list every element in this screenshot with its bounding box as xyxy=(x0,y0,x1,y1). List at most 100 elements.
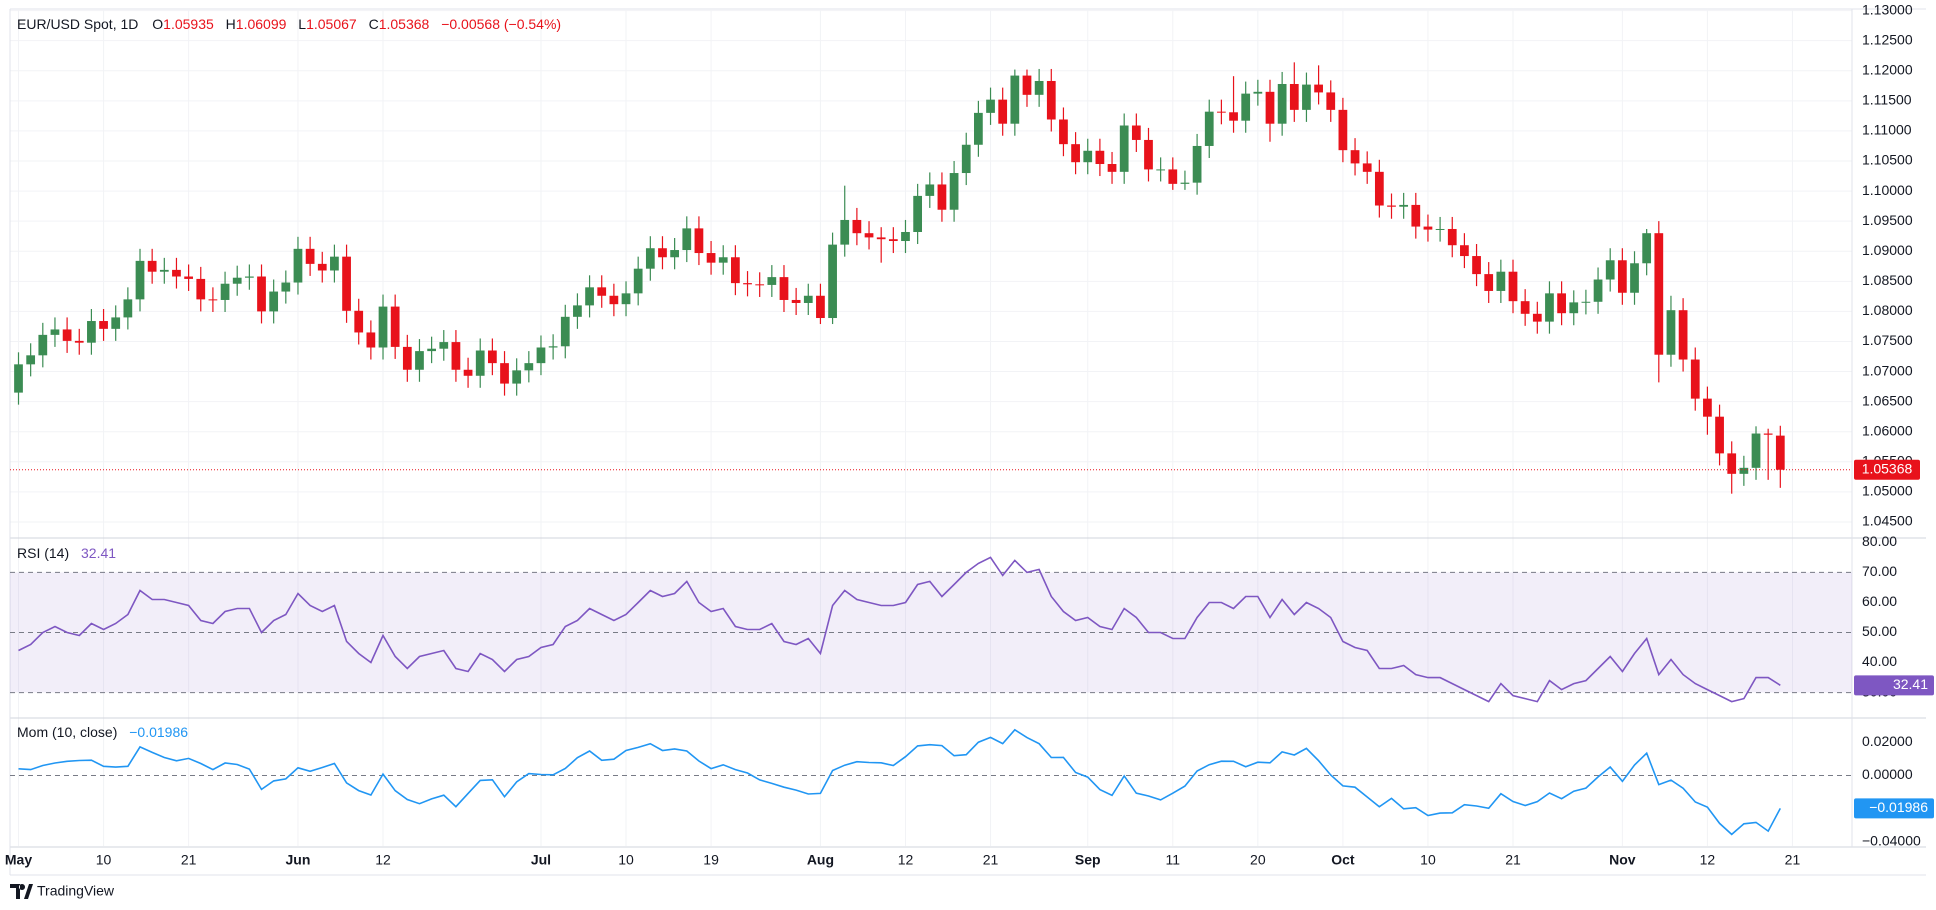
candle-body xyxy=(378,306,388,348)
candle-body xyxy=(876,237,886,240)
candle-body xyxy=(208,299,218,301)
candle-body xyxy=(1071,144,1080,163)
indicator-title: RSI (14) xyxy=(17,545,69,561)
candle-body xyxy=(548,346,558,348)
candle-body xyxy=(135,260,145,300)
candle-body xyxy=(1654,233,1664,355)
candle-body xyxy=(1387,205,1396,207)
x-tick-label: 21 xyxy=(1785,852,1801,868)
x-tick-label: 10 xyxy=(1420,852,1436,868)
candle-body xyxy=(1666,310,1676,355)
x-tick-label: 20 xyxy=(1250,852,1266,868)
y-tick-label: 1.08000 xyxy=(1862,302,1913,318)
y-tick-label: 1.06500 xyxy=(1862,392,1913,408)
candle-body xyxy=(998,99,1008,124)
ohlc-value: 1.05935 xyxy=(163,16,214,32)
candle-body xyxy=(658,248,667,258)
candle-body xyxy=(1253,91,1263,94)
candle-body xyxy=(1362,163,1372,172)
candle-body xyxy=(597,287,607,296)
y-tick-label: 1.11000 xyxy=(1862,122,1912,138)
candle-body xyxy=(123,299,133,318)
candle-body xyxy=(621,293,631,305)
x-tick-label: 12 xyxy=(898,852,914,868)
candle-body xyxy=(743,283,752,285)
candle-body xyxy=(1277,83,1287,124)
candle-body xyxy=(269,291,279,312)
indicator-value: −0.01986 xyxy=(129,724,188,740)
candle-body xyxy=(1302,84,1311,110)
candle-body xyxy=(1557,293,1566,314)
candle-body xyxy=(14,364,23,393)
indicator-line xyxy=(18,556,1781,703)
candle-body xyxy=(913,195,923,232)
candle-body xyxy=(852,219,862,234)
candle-body xyxy=(1690,359,1700,399)
ohlc-value: 1.06099 xyxy=(236,16,287,32)
candle-body xyxy=(1423,226,1433,230)
ohlc-value: 1.05368 xyxy=(379,16,430,32)
y-tick-label: −0.04000 xyxy=(1862,833,1921,849)
candle-body xyxy=(694,228,704,254)
candle-body xyxy=(293,248,303,283)
candle-body xyxy=(974,112,983,145)
candle-body xyxy=(1727,453,1737,474)
candle-body xyxy=(1059,119,1068,145)
candle-body xyxy=(244,276,254,278)
candle-body xyxy=(475,350,485,376)
candle-body xyxy=(1484,274,1494,291)
candle-body xyxy=(1350,150,1360,164)
watermark: TradingView xyxy=(10,883,115,899)
candle-body xyxy=(74,340,84,343)
last-price-label: 1.05368 xyxy=(1862,460,1913,476)
candle-body xyxy=(949,173,959,210)
candle-body xyxy=(1192,145,1202,183)
candle-body xyxy=(99,321,108,329)
candle-body xyxy=(487,350,497,364)
candle-body xyxy=(500,363,509,384)
candle-body xyxy=(1435,228,1445,230)
candle-body xyxy=(585,287,594,306)
candle-body xyxy=(1399,204,1409,207)
ohlc-label: L xyxy=(298,16,306,32)
x-tick-label: May xyxy=(5,852,32,868)
indicator-header: Mom (10, close) −0.01986 xyxy=(17,724,188,740)
y-tick-label: 1.10500 xyxy=(1862,152,1913,168)
candle-body xyxy=(755,284,765,286)
x-tick-label: Aug xyxy=(807,852,834,868)
candle-body xyxy=(1338,109,1348,151)
candle-body xyxy=(1046,80,1056,120)
x-tick-label: Sep xyxy=(1075,852,1101,868)
candle-body xyxy=(451,342,461,370)
candle-body xyxy=(816,295,825,319)
y-tick-label: 1.07500 xyxy=(1862,332,1913,348)
candle-body xyxy=(1751,433,1761,468)
candle-body xyxy=(682,228,692,251)
candle-body xyxy=(402,346,412,370)
candle-body xyxy=(1265,91,1275,124)
candle-body xyxy=(706,253,716,263)
candle-body xyxy=(1217,111,1226,113)
symbol-title: EUR/USD Spot, 1D xyxy=(17,16,138,32)
candle-body xyxy=(62,329,72,341)
candle-body xyxy=(1119,125,1129,172)
candle-body xyxy=(1131,125,1141,140)
y-tick-label: 1.13000 xyxy=(1862,1,1913,17)
candle-body xyxy=(1678,310,1688,360)
candle-body xyxy=(1472,256,1481,275)
candle-body xyxy=(415,351,424,370)
candle-body xyxy=(1083,150,1093,163)
candle-body xyxy=(1241,93,1251,121)
candle-body xyxy=(196,278,206,300)
candle-body xyxy=(888,239,898,242)
y-tick-label: 1.06000 xyxy=(1862,422,1913,438)
candle-body xyxy=(463,369,473,376)
y-tick-label: 0.00000 xyxy=(1862,766,1913,782)
candle-body xyxy=(1022,75,1032,95)
indicator-value-box xyxy=(1854,675,1934,696)
x-tick-label: 21 xyxy=(983,852,999,868)
indicator-value-box xyxy=(1854,798,1934,819)
candle-body xyxy=(779,277,789,300)
candle-body xyxy=(1107,164,1117,172)
candle-body xyxy=(560,316,570,347)
